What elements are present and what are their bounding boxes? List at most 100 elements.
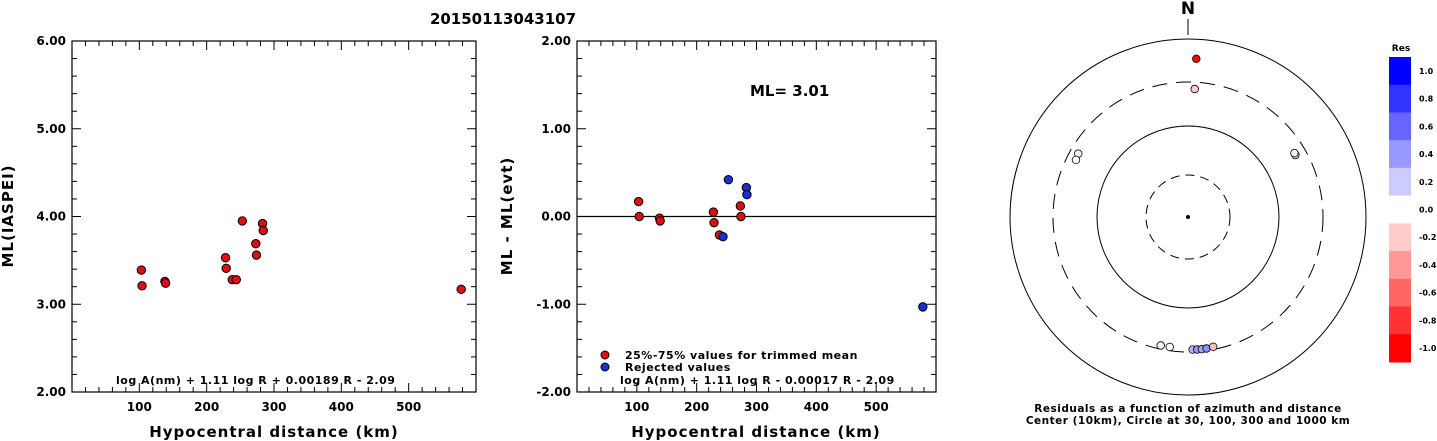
colorbar-cell — [1389, 167, 1411, 197]
colorbar-label: 1.0 — [1419, 67, 1434, 76]
data-point — [251, 250, 262, 260]
colorbar-cell — [1389, 251, 1411, 280]
residual-colorbar: Res 1.0 0.8 0.6 0.4 0.2 0.0 -0.2 -0.4 -0.6 -0.8 -1… — [1389, 44, 1437, 363]
data-point — [160, 278, 171, 288]
y-tick-label: -2.00 — [536, 385, 571, 399]
residual-chart-ticks: 100 200 300 400 500 -2.00 -1.00 0.00 1.00 2.00 — [536, 34, 936, 414]
colorbar-label: 0.4 — [1419, 150, 1434, 159]
colorbar-label: -0.4 — [1419, 261, 1437, 270]
legend-rejected-label: Rejected values — [625, 361, 731, 374]
x-tick-label: 500 — [396, 400, 421, 414]
ml-chart-points — [136, 216, 466, 295]
legend-accepted-label: 25%-75% values for trimmed mean — [625, 349, 858, 362]
colorbar-cell — [1389, 140, 1411, 169]
ml-vs-distance-chart: 100 200 300 400 500 2.00 3.00 4.00 5.00 6.00 Hypo… — [0, 34, 477, 441]
data-point — [633, 196, 644, 207]
colorbar-label: 0.0 — [1419, 206, 1434, 215]
data-point — [718, 231, 728, 242]
residual-chart-y-label: ML - ML(evt) — [498, 157, 516, 275]
ml-chart-frame — [71, 40, 477, 393]
colorbar-labels: 1.0 0.8 0.6 0.4 0.2 0.0 -0.2 -0.4 -0.6 -0.8 -1.0 — [1419, 67, 1437, 353]
data-point — [137, 281, 147, 291]
polar-point — [1192, 54, 1201, 63]
residual-chart-x-label: Hypocentral distance (km) — [631, 423, 881, 441]
x-tick-label: 200 — [194, 400, 219, 414]
epicenter-marker — [1186, 215, 1190, 219]
x-tick-label: 400 — [329, 400, 354, 414]
ml-chart-formula: log A(nm) + 1.11 log R + 0.00189 R - 2.0… — [116, 374, 395, 387]
polar-caption-2: Center (10km), Circle at 30, 100, 300 an… — [1026, 415, 1350, 427]
y-tick-label: 3.00 — [36, 297, 66, 311]
data-point — [723, 174, 734, 185]
colorbar-cell — [1389, 112, 1411, 141]
x-tick-label: 300 — [744, 400, 769, 414]
data-point — [221, 263, 231, 273]
data-point — [709, 217, 719, 228]
data-point — [231, 274, 241, 285]
data-point — [220, 253, 231, 263]
ring-1000km — [1009, 38, 1367, 396]
colorbar-label: -1.0 — [1419, 344, 1437, 353]
y-tick-label: -1.00 — [536, 297, 571, 311]
x-tick-label: 200 — [684, 400, 709, 414]
y-tick-label: 4.00 — [36, 210, 66, 224]
polar-points — [1071, 54, 1300, 354]
data-point — [655, 216, 665, 226]
north-label: N — [1181, 0, 1195, 19]
x-tick-label: 500 — [864, 400, 889, 414]
polar-point — [1156, 341, 1165, 350]
data-point — [456, 284, 466, 295]
colorbar-cell — [1389, 306, 1411, 335]
colorbar-cell — [1389, 57, 1411, 86]
legend-accepted-marker — [600, 350, 610, 360]
data-point — [634, 211, 644, 222]
data-point — [251, 239, 261, 249]
ml-annotation: ML= 3.01 — [750, 82, 829, 100]
colorbar-cell — [1389, 223, 1411, 252]
colorbar-label: 0.8 — [1419, 95, 1434, 104]
x-tick-label: 400 — [804, 400, 829, 414]
residual-chart-legend: 25%-75% values for trimmed mean Rejected… — [600, 349, 858, 374]
data-point — [735, 201, 746, 211]
data-point — [258, 225, 268, 236]
colorbar-label: -0.2 — [1419, 233, 1437, 242]
y-tick-label: 2.00 — [36, 385, 66, 399]
ml-chart-y-label: ML(IASPEI) — [0, 164, 17, 267]
colorbar-cell — [1389, 195, 1411, 224]
y-tick-label: 2.00 — [541, 34, 571, 48]
colorbar-label: 0.2 — [1419, 178, 1433, 187]
residual-vs-distance-chart: 100 200 300 400 500 -2.00 -1.00 0.00 1.00 2.00 Hy… — [498, 34, 937, 441]
colorbar-label: -0.8 — [1419, 316, 1437, 325]
x-tick-label: 100 — [127, 400, 152, 414]
colorbar-cell — [1389, 278, 1411, 308]
polar-point — [1165, 342, 1174, 352]
ring-300km — [1052, 81, 1324, 353]
polar-point — [1071, 155, 1081, 165]
colorbar-label: -0.6 — [1419, 289, 1437, 298]
ml-chart-ticks: 100 200 300 400 500 2.00 3.00 4.00 5.00 6.00 — [36, 34, 476, 414]
figure-title: 20150113043107 — [430, 10, 576, 28]
colorbar-cell — [1389, 334, 1411, 363]
polar-point — [1190, 84, 1199, 94]
ml-chart-x-label: Hypocentral distance (km) — [149, 423, 399, 441]
colorbar-label: 0.6 — [1419, 122, 1434, 131]
y-tick-label: 0.00 — [541, 210, 571, 224]
ring-30km — [1145, 174, 1231, 260]
data-point — [918, 302, 928, 312]
residual-chart-formula: log A(nm) + 1.11 log R - 0.00017 R - 2.0… — [620, 374, 895, 387]
data-point — [708, 207, 719, 217]
y-tick-label: 6.00 — [36, 34, 66, 48]
data-point — [742, 189, 752, 200]
ring-100km — [1096, 125, 1280, 309]
x-tick-label: 300 — [261, 400, 286, 414]
polar-point — [1209, 342, 1218, 352]
y-tick-label: 1.00 — [541, 122, 571, 136]
colorbar-cells — [1389, 57, 1411, 363]
data-point — [736, 211, 746, 222]
colorbar-cell — [1389, 84, 1411, 113]
azimuth-distance-plot: N Residuals as a function of azimuth and… — [1009, 0, 1367, 427]
colorbar-title: Res — [1392, 44, 1410, 54]
data-point — [136, 265, 147, 275]
residual-chart-points — [633, 174, 928, 312]
